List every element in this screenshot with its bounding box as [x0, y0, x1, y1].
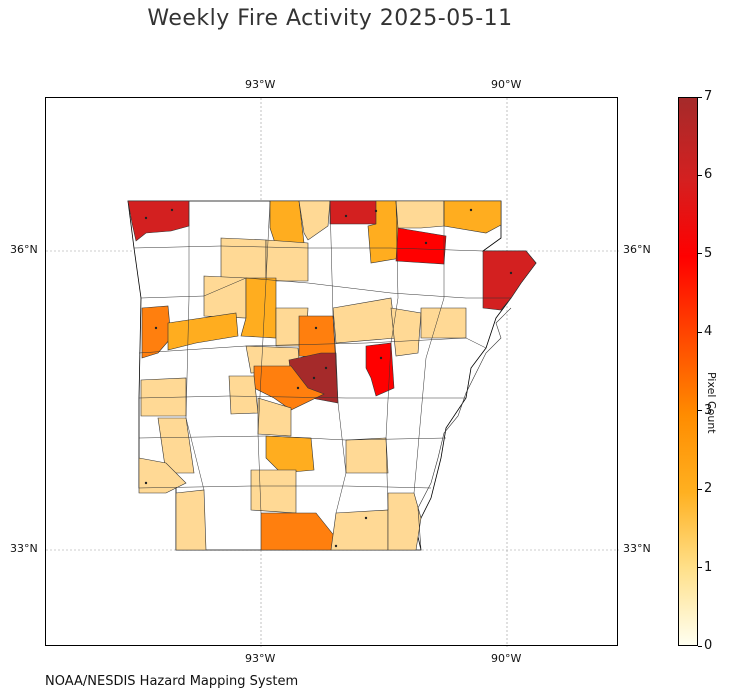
lat-label-left-33: 33°N — [10, 542, 38, 555]
county-marion — [298, 200, 331, 241]
colorbar-label: Pixel Count — [705, 372, 718, 434]
county-saline — [253, 365, 325, 411]
fire-point — [379, 356, 383, 360]
fire-point — [509, 271, 513, 275]
mississippi-river — [417, 307, 512, 551]
lat-label-left-36: 36°N — [10, 243, 38, 256]
lon-label-top-93: 93°W — [245, 78, 276, 91]
colorbar-tickmark — [698, 253, 702, 255]
county-ouachita — [250, 469, 297, 514]
colorbar-tick-label: 2 — [704, 481, 713, 497]
source-credit: NOAA/NESDIS Hazard Mapping System — [45, 674, 299, 689]
county-garland — [228, 375, 259, 415]
lon-label-top-90: 90°W — [491, 78, 522, 91]
county-little-river — [175, 489, 207, 551]
fire-point — [170, 208, 174, 212]
colorbar-tickmark — [698, 96, 702, 98]
colorbar-tick-label: 7 — [704, 89, 713, 104]
county-polk — [157, 417, 195, 474]
fire-point — [424, 241, 428, 245]
colorbar — [678, 97, 698, 646]
fire-point — [374, 209, 378, 213]
lat-label-right-36: 36°N — [623, 243, 651, 256]
county-poinsett — [420, 307, 467, 339]
lon-label-bottom-90: 90°W — [491, 652, 522, 665]
colorbar-tick-label: 6 — [704, 167, 713, 183]
county-chicot — [387, 492, 422, 551]
fire-point — [364, 516, 368, 520]
colorbar-tickmark — [698, 567, 702, 569]
arkansas-county-map — [46, 98, 619, 647]
county-searcy — [265, 239, 309, 282]
colorbar-tickmark — [698, 331, 702, 333]
colorbar-tickmark — [698, 488, 702, 490]
fire-point — [312, 376, 316, 380]
fire-point — [344, 214, 348, 218]
fire-point — [469, 208, 473, 212]
county-ashley — [330, 509, 389, 551]
fire-point — [144, 216, 148, 220]
county-sevier — [138, 457, 187, 494]
colorbar-tick-label: 1 — [704, 559, 713, 575]
fire-point — [314, 326, 318, 330]
county-jefferson — [345, 437, 389, 474]
colorbar-tick-label: 4 — [704, 324, 713, 340]
county-pope — [240, 277, 277, 339]
colorbar-tick-label: 5 — [704, 245, 713, 261]
county-sharp — [395, 200, 445, 229]
colorbar-tickmark — [698, 174, 702, 176]
county-white — [298, 315, 337, 359]
county-jackson — [390, 307, 422, 357]
county-mississippi — [482, 250, 537, 311]
colorbar-tickmark — [698, 410, 702, 412]
map-frame — [45, 97, 619, 647]
map-title: Weekly Fire Activity 2025-05-11 — [147, 6, 513, 31]
colorbar-tickmark — [698, 645, 702, 647]
county-fills — [127, 200, 537, 551]
colorbar-tick-label: 0 — [704, 638, 713, 653]
colorbar-tick-label: 3 — [704, 402, 713, 418]
county-johnson — [203, 275, 247, 319]
county-newton — [220, 237, 267, 282]
fire-point — [334, 544, 338, 548]
lat-label-right-33: 33°N — [623, 542, 651, 555]
lon-label-bottom-93: 93°W — [245, 652, 276, 665]
county-logan — [167, 312, 239, 351]
fire-points — [144, 208, 513, 548]
county-lines — [133, 200, 511, 514]
fire-point — [144, 481, 148, 485]
fire-point — [154, 326, 158, 330]
fire-point — [296, 386, 300, 390]
county-hot-spring — [257, 397, 292, 437]
county-boone — [269, 200, 305, 247]
fire-point — [324, 366, 328, 370]
county-sebastian — [141, 305, 172, 359]
